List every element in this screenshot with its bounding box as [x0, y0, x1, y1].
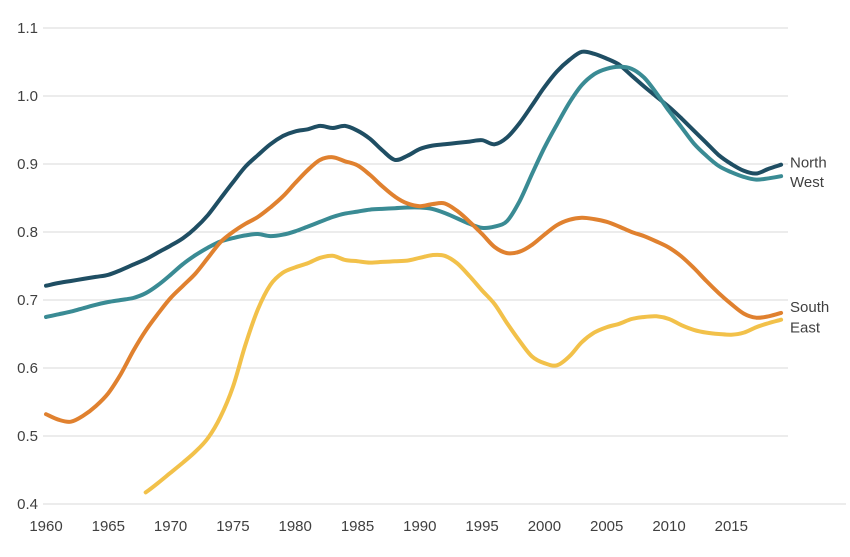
x-tick-label: 2000	[528, 518, 561, 535]
y-tick-label: 0.9	[17, 156, 38, 173]
x-tick-label: 1990	[403, 518, 436, 535]
y-tick-label: 0.8	[17, 224, 38, 241]
x-tick-label: 1975	[216, 518, 249, 535]
line-south	[44, 155, 784, 424]
x-tick-label: 1995	[465, 518, 498, 535]
series-label-west: West	[790, 174, 825, 191]
y-tick-label: 1.1	[17, 20, 38, 37]
line-east	[143, 252, 784, 495]
series-label-south: South	[790, 299, 829, 316]
y-tick-label: 1.0	[17, 88, 38, 105]
x-tick-label: 1985	[341, 518, 374, 535]
x-tick-label: 1970	[154, 518, 187, 535]
x-tick-label: 2005	[590, 518, 623, 535]
x-tick-label: 2010	[652, 518, 685, 535]
line-west	[44, 64, 784, 319]
series-label-north: North	[790, 155, 827, 172]
x-tick-label: 2015	[715, 518, 748, 535]
series-label-east: East	[790, 320, 821, 337]
y-tick-label: 0.7	[17, 292, 38, 309]
x-tick-label: 1960	[29, 518, 62, 535]
y-tick-label: 0.6	[17, 360, 38, 377]
x-tick-label: 1965	[92, 518, 125, 535]
x-tick-label: 1980	[279, 518, 312, 535]
y-tick-label: 0.5	[17, 428, 38, 445]
y-tick-label: 0.4	[17, 496, 38, 513]
